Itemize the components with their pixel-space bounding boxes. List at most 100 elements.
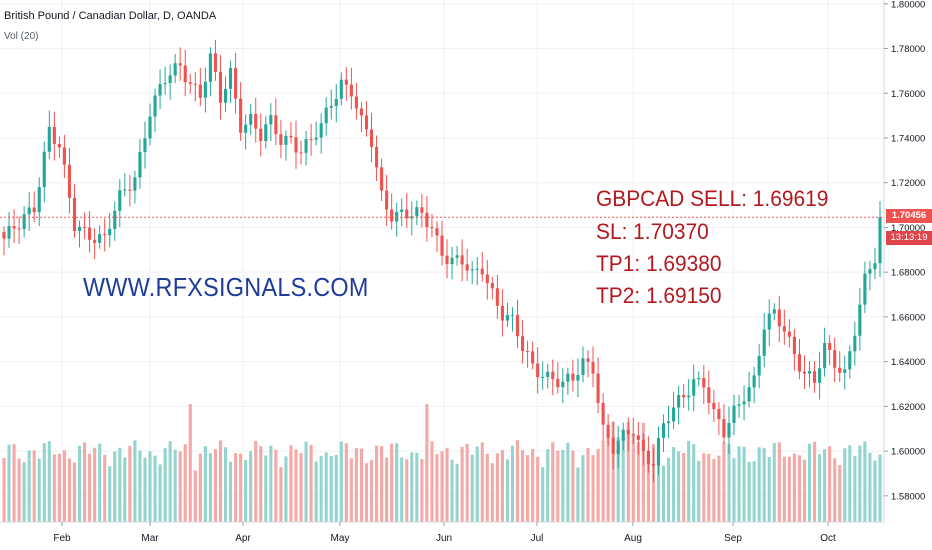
candle-body <box>757 355 761 376</box>
volume-bar <box>787 456 791 522</box>
y-tick-label: 1.64000 <box>891 357 925 368</box>
volume-bar <box>677 451 681 522</box>
candle-body <box>858 304 862 336</box>
volume-indicator-label[interactable]: Vol (20) <box>4 31 39 42</box>
candle-body <box>213 53 218 72</box>
volume-bar <box>329 456 333 522</box>
volume-bar <box>239 453 243 522</box>
y-tick-label: 1.68000 <box>891 268 925 279</box>
candle-body <box>12 226 16 229</box>
candle-body <box>470 269 474 271</box>
volume-bar <box>873 460 877 522</box>
volume-bar <box>848 445 852 522</box>
time-scale[interactable]: Feb Mar Apr May Jun Jul Aug Sep Oct <box>53 522 836 544</box>
candle-body <box>596 373 600 403</box>
volume-bar <box>797 455 802 522</box>
candle-body <box>385 190 389 210</box>
candle-body <box>82 226 87 228</box>
candle-body <box>374 146 379 168</box>
volume-bar <box>400 457 404 522</box>
candle-body <box>772 309 776 314</box>
volume-bar <box>672 447 676 522</box>
volume-bar <box>717 455 721 522</box>
price-scale[interactable]: 1.58000 1.60000 1.62000 1.64000 1.66000 1.680… <box>884 0 925 502</box>
candle-body <box>450 257 454 265</box>
volume-bar <box>546 449 550 522</box>
volume-bar <box>103 454 107 522</box>
candle-body <box>57 143 61 148</box>
volume-bar <box>520 450 525 522</box>
volume-bar <box>465 443 469 522</box>
candle-body <box>183 65 187 83</box>
last-price-badge: 1.70456 <box>886 209 932 223</box>
volume-bar <box>692 444 696 522</box>
candle-body <box>400 209 404 213</box>
candle-body <box>339 79 343 99</box>
volume-bar <box>455 463 459 522</box>
volume-bar <box>510 445 515 522</box>
candle-body <box>812 371 817 383</box>
candle-body <box>646 450 650 465</box>
volume-bar <box>777 442 781 522</box>
volume-bar <box>319 455 323 522</box>
volume-bar <box>591 455 595 522</box>
volume-bar <box>551 442 555 522</box>
volume-bar <box>435 454 439 522</box>
candle-body <box>198 84 202 98</box>
candle-body <box>344 79 348 85</box>
candle-body <box>672 407 676 422</box>
candle-body <box>536 363 540 378</box>
volume-bar <box>163 448 167 522</box>
volume-bar <box>133 440 137 522</box>
x-tick-label: May <box>331 533 350 544</box>
volume-bar <box>838 465 842 522</box>
volume-bar <box>93 447 97 522</box>
candle-body <box>611 437 615 455</box>
volume-bar <box>651 444 656 522</box>
volume-bar <box>374 445 379 522</box>
signal-sl-text: SL: 1.70370 <box>596 219 709 244</box>
volume-bar <box>697 460 701 522</box>
volume-bar <box>118 447 122 522</box>
candle-body <box>153 95 157 117</box>
candle-body <box>556 378 560 388</box>
volume-bar <box>52 454 56 522</box>
candle-body <box>863 273 867 305</box>
candle-body <box>777 309 781 327</box>
volume-bar <box>631 433 635 522</box>
volume-bar <box>7 444 11 522</box>
candle-body <box>138 152 142 178</box>
volume-bar <box>123 457 127 522</box>
candle-body <box>656 437 661 466</box>
volume-bar <box>82 442 87 522</box>
volume-bar <box>732 458 736 522</box>
volume-bar <box>415 452 419 522</box>
candle-body <box>626 429 630 435</box>
candle-body <box>561 381 565 388</box>
candle-body <box>661 423 666 438</box>
candle-body <box>510 314 515 316</box>
volume-bar <box>32 450 36 522</box>
volume-bar <box>460 446 464 522</box>
volume-bar <box>67 458 72 522</box>
candle-body <box>551 371 555 379</box>
candle-body <box>188 82 192 84</box>
volume-bar <box>385 457 389 522</box>
candle-body <box>460 255 464 265</box>
candle-body <box>621 429 625 441</box>
volume-bar <box>772 442 776 522</box>
candle-body <box>838 367 842 373</box>
candle-body <box>32 207 36 213</box>
volume-bar <box>309 444 313 522</box>
volume-bar <box>722 442 726 522</box>
volume-bar <box>430 441 434 522</box>
volume-bar <box>742 446 746 522</box>
volume-bar <box>208 453 212 522</box>
volume-bar <box>833 458 837 522</box>
candle-body <box>687 395 691 398</box>
candle-body <box>682 395 686 398</box>
x-tick-label: Oct <box>820 533 836 544</box>
candle-body <box>27 207 31 215</box>
volume-bar <box>541 467 545 522</box>
